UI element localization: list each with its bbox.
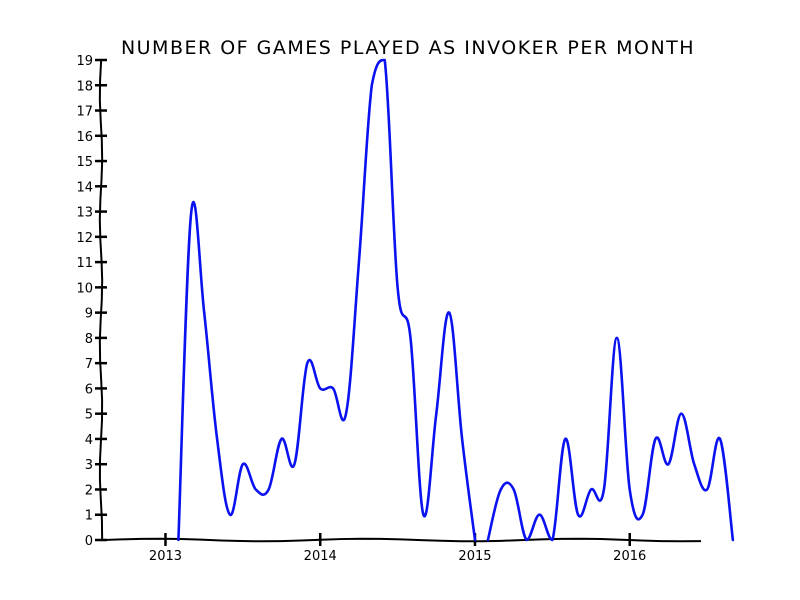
y-tick-label: 15 xyxy=(76,155,93,170)
x-tick-label: 2014 xyxy=(304,549,337,564)
y-tick-label: 16 xyxy=(76,130,93,145)
chart-title: NUMBER OF GAMES PLAYED AS INVOKER PER MO… xyxy=(121,37,695,59)
y-tick-label: 2 xyxy=(85,483,93,498)
y-tick-label: 1 xyxy=(85,509,93,524)
y-tick-label: 8 xyxy=(85,332,93,347)
series-line xyxy=(486,336,735,542)
y-tick-label: 0 xyxy=(85,534,93,549)
y-tick-label: 19 xyxy=(76,54,93,69)
x-axis-ticks: 2013 2014 2015 2016 xyxy=(149,533,646,564)
y-tick-label: 9 xyxy=(85,307,93,322)
y-tick-label: 5 xyxy=(85,408,93,423)
series-group xyxy=(177,58,735,542)
y-tick-label: 18 xyxy=(76,79,93,94)
y-tick-label: 14 xyxy=(76,180,93,195)
axes xyxy=(98,59,702,543)
y-tick-label: 3 xyxy=(85,458,93,473)
y-tick-label: 4 xyxy=(85,433,93,448)
y-tick-label: 17 xyxy=(76,105,93,120)
x-tick-label: 2015 xyxy=(458,549,491,564)
x-axis-line xyxy=(100,537,702,543)
y-tick-label: 13 xyxy=(76,206,93,221)
x-tick-label: 2016 xyxy=(613,549,646,564)
y-tick-label: 11 xyxy=(76,256,93,271)
y-tick-label: 10 xyxy=(76,281,93,296)
series-line xyxy=(177,58,477,542)
y-tick-label: 12 xyxy=(76,231,93,246)
y-axis-line xyxy=(98,59,104,541)
y-tick-label: 7 xyxy=(85,357,93,372)
y-tick-label: 6 xyxy=(85,382,93,397)
x-tick-label: 2013 xyxy=(149,549,182,564)
